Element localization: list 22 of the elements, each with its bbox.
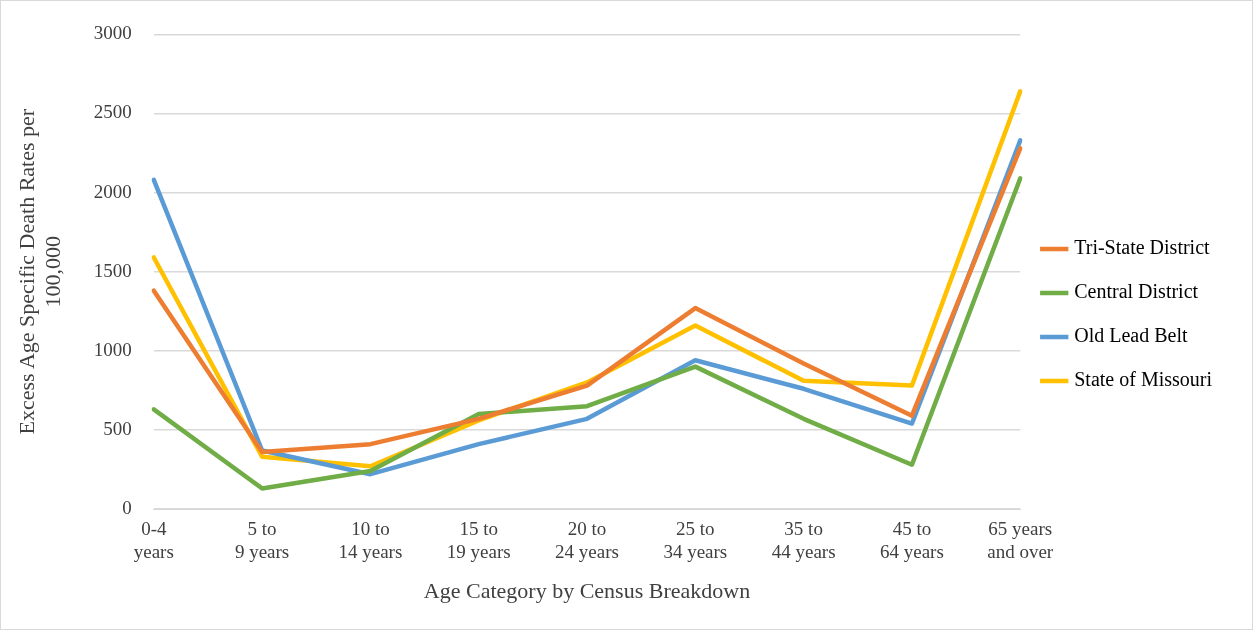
- x-tick-label: 65 years and over: [987, 518, 1054, 563]
- y-tick-label: 2500: [93, 101, 132, 123]
- x-tick-label: 35 to 44 years: [771, 518, 836, 563]
- y-tick-label: 3000: [93, 22, 132, 44]
- x-tick-label: 10 to 14 years: [338, 518, 403, 563]
- x-axis-title: Age Category by Census Breakdown: [423, 577, 751, 603]
- y-tick-label: 0: [122, 496, 132, 518]
- x-tick-label: 0-4 years: [133, 518, 174, 563]
- legend-label: Tri-State District: [1074, 236, 1211, 259]
- x-tick-label: 20 to 24 years: [555, 518, 619, 563]
- y-axis-title: Excess Age Specific Death Rates per 100,000: [13, 108, 66, 435]
- legend-label: Old Lead Belt: [1074, 324, 1188, 347]
- x-tick-label: 25 to 34 years: [663, 518, 728, 563]
- legend-label: Central District: [1074, 280, 1199, 303]
- y-tick-label: 2000: [93, 180, 132, 202]
- y-tick-label: 1500: [93, 259, 132, 281]
- legend-label: State of Missouri: [1074, 368, 1213, 391]
- x-tick-label: 45 to 64 years: [880, 518, 944, 563]
- x-tick-label: 15 to 19 years: [446, 518, 511, 563]
- x-tick-label: 5 to 9 years: [234, 518, 290, 563]
- y-tick-label: 1000: [93, 338, 132, 360]
- y-tick-label: 500: [103, 417, 132, 439]
